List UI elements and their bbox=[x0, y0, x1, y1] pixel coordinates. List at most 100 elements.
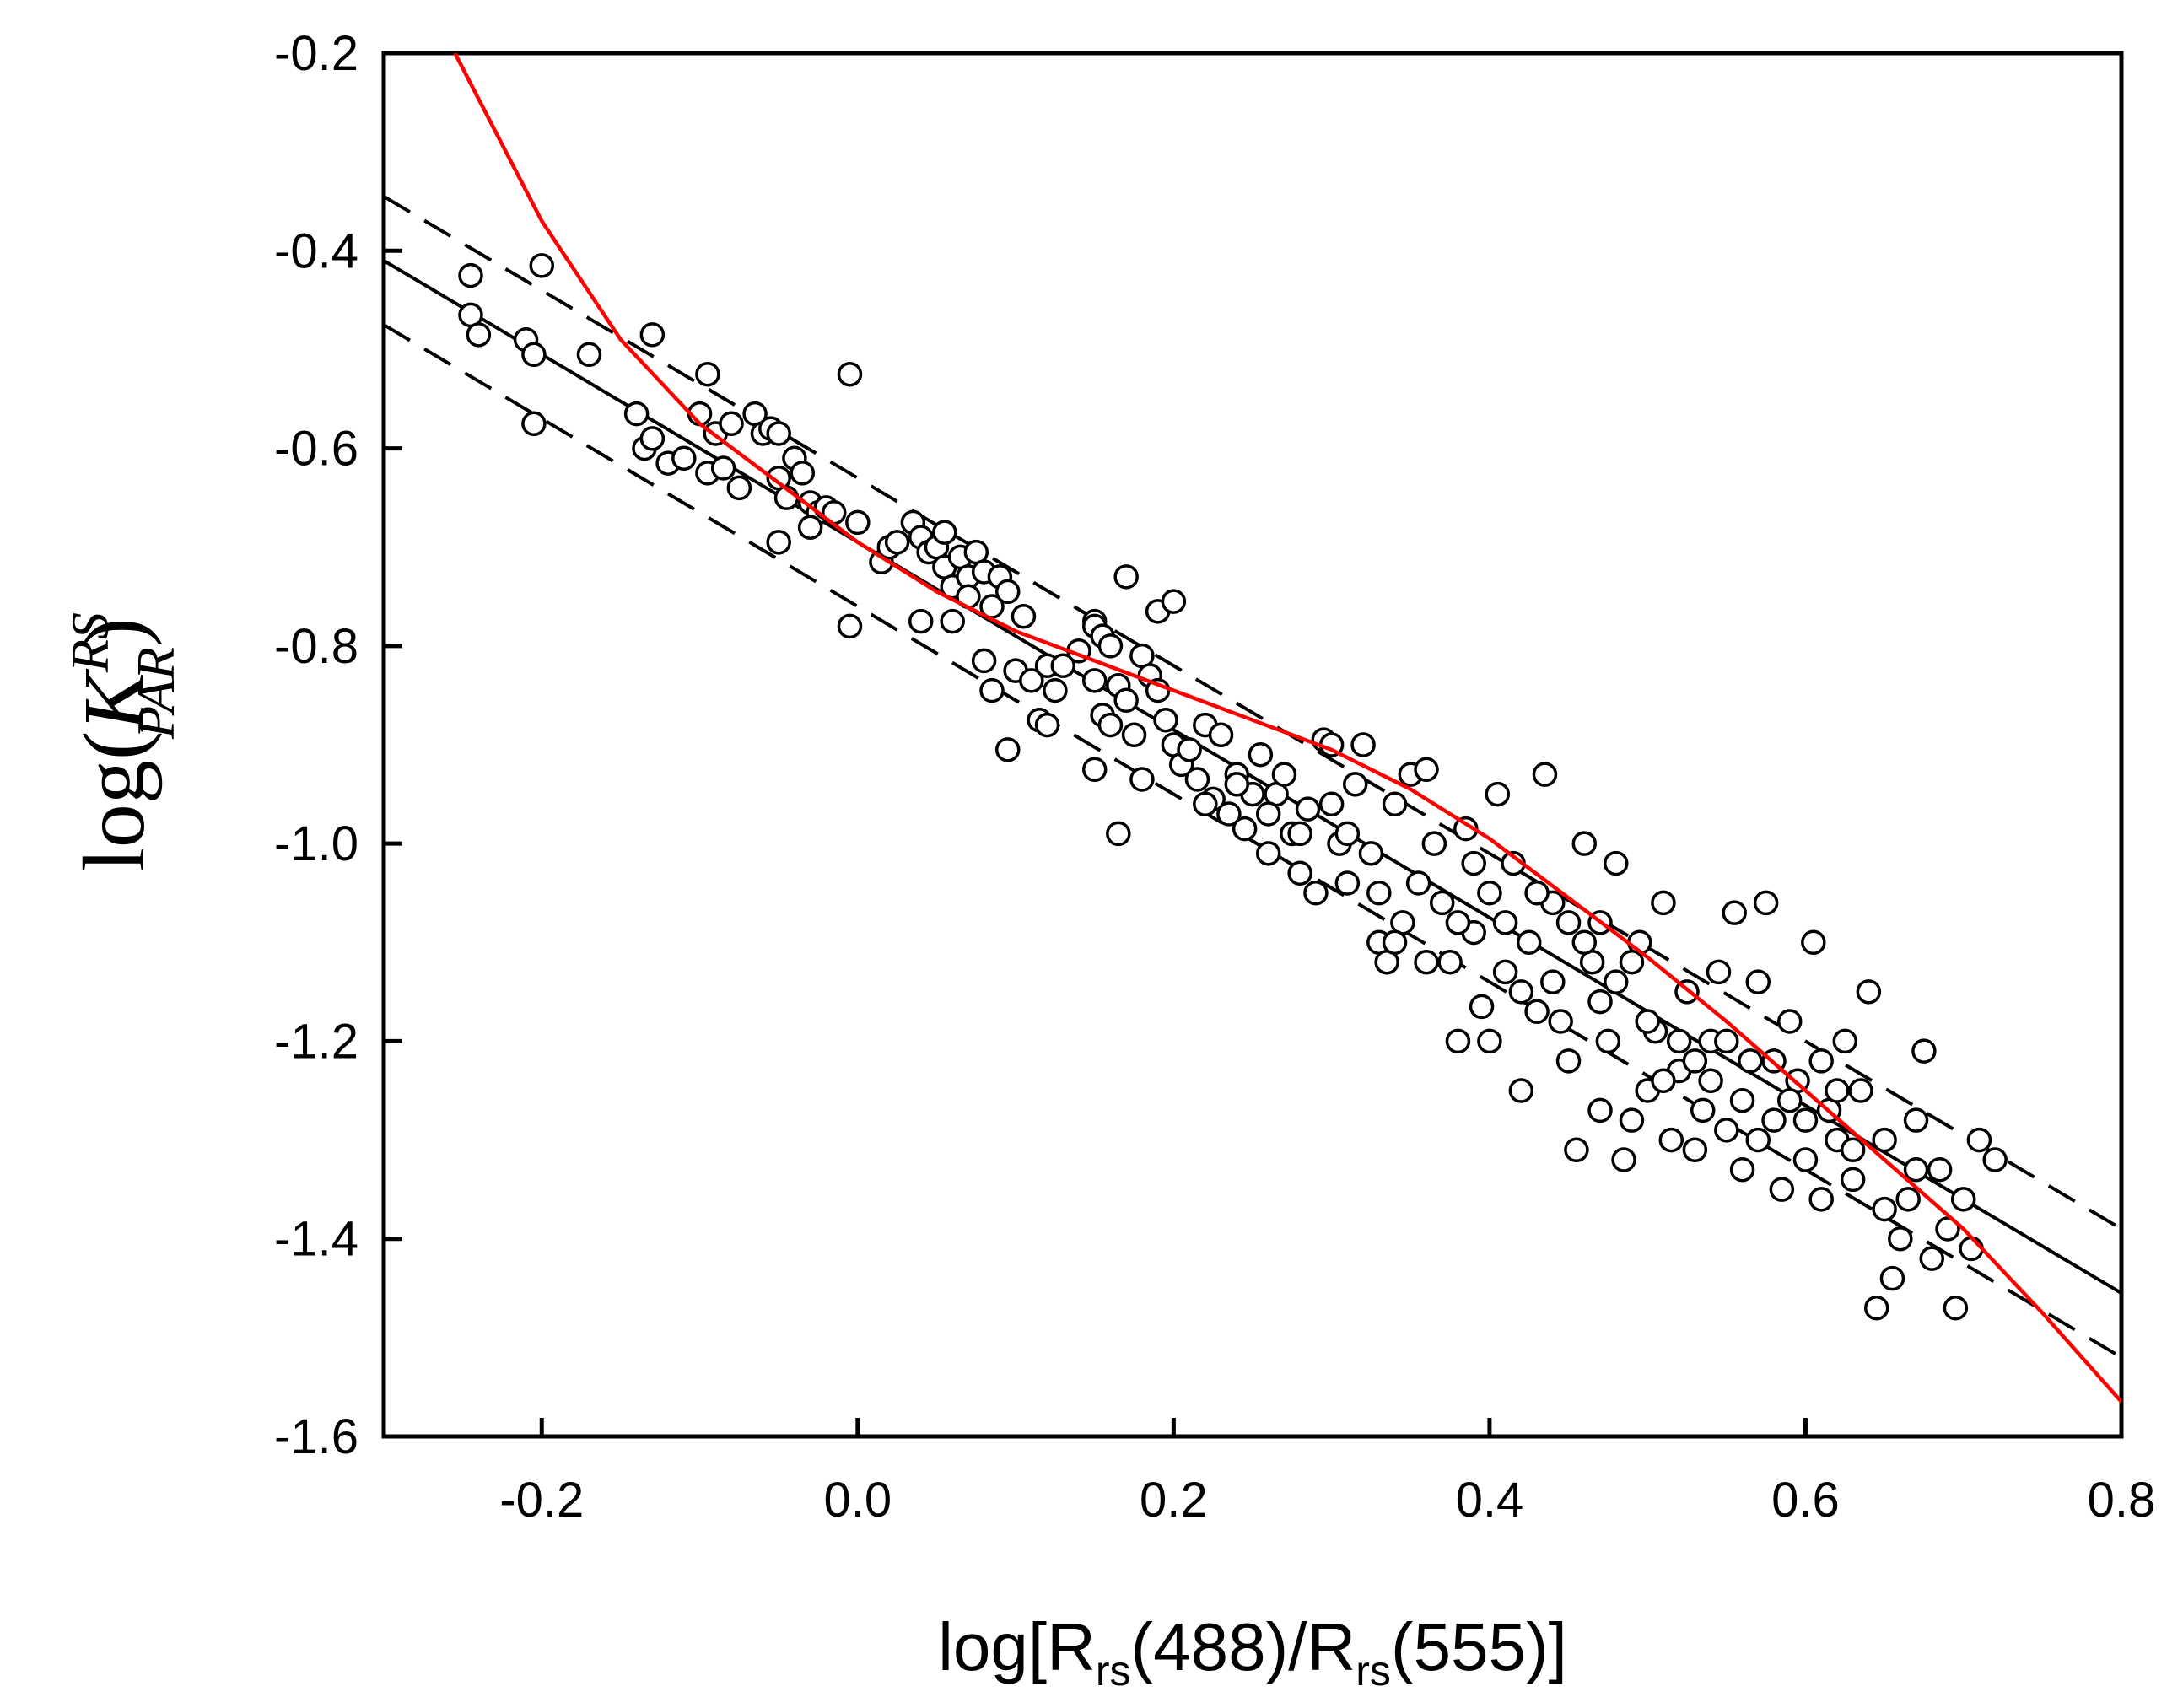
data-point bbox=[1879, 1265, 1905, 1291]
data-point bbox=[1358, 841, 1384, 866]
data-point bbox=[1761, 1107, 1787, 1133]
data-point bbox=[1666, 1028, 1692, 1054]
data-point bbox=[1129, 767, 1155, 792]
data-point bbox=[1919, 1246, 1945, 1271]
data-point bbox=[1177, 737, 1202, 762]
data-point bbox=[1334, 821, 1361, 847]
data-point bbox=[1414, 757, 1439, 783]
data-point bbox=[1927, 1156, 1953, 1183]
data-point bbox=[1738, 1048, 1763, 1074]
y-title-prefix: log( bbox=[66, 730, 163, 872]
data-point bbox=[971, 648, 997, 674]
y-title-suffix: ) bbox=[66, 617, 163, 647]
data-point bbox=[1698, 1068, 1723, 1094]
x-title-suffix: (555)] bbox=[1391, 1609, 1567, 1684]
data-point bbox=[1382, 791, 1408, 817]
y-title-sup: RS bbox=[60, 612, 120, 673]
data-point bbox=[1611, 1147, 1636, 1172]
data-point bbox=[797, 515, 823, 541]
data-point bbox=[1540, 969, 1566, 994]
data-point bbox=[1848, 1078, 1873, 1103]
data-point bbox=[1776, 1087, 1803, 1113]
data-point bbox=[1619, 1107, 1645, 1133]
data-point bbox=[1792, 1107, 1819, 1133]
data-point bbox=[1619, 949, 1645, 975]
data-point bbox=[1477, 1028, 1502, 1054]
data-point bbox=[1548, 1009, 1573, 1034]
data-point bbox=[1564, 1137, 1589, 1163]
data-point bbox=[1414, 949, 1439, 975]
data-point bbox=[1184, 767, 1210, 792]
data-point bbox=[1872, 1196, 1897, 1222]
polynomial-model-line bbox=[453, 53, 2121, 1404]
svg-text:log(KRSPAR): log(KRSPAR) bbox=[60, 612, 186, 872]
data-point bbox=[1555, 910, 1582, 935]
data-point bbox=[1232, 816, 1258, 842]
y-tick-label: -1.2 bbox=[274, 1014, 358, 1069]
data-point bbox=[1935, 1216, 1960, 1242]
data-point bbox=[837, 361, 863, 387]
x-tick-label: 0.8 bbox=[2088, 1473, 2156, 1528]
data-point bbox=[1532, 762, 1558, 787]
data-point bbox=[1153, 707, 1178, 733]
data-point bbox=[710, 455, 736, 481]
axis-ticks: -0.2 0.0 0.2 0.4 0.6 0.8 -0.2 -0.4 -0.6 -0.8 -1.0 -… bbox=[274, 26, 2155, 1528]
y-tick-label: -0.4 bbox=[274, 224, 358, 278]
data-point bbox=[1982, 1147, 2008, 1172]
data-point bbox=[1801, 929, 1826, 956]
data-point bbox=[1959, 1236, 1984, 1262]
data-point bbox=[458, 262, 483, 288]
data-point bbox=[1856, 979, 1882, 1005]
data-point bbox=[1405, 870, 1431, 896]
data-point bbox=[1043, 677, 1068, 703]
data-point bbox=[1911, 1038, 1937, 1064]
data-point bbox=[884, 530, 910, 555]
data-point bbox=[1113, 564, 1139, 590]
data-point bbox=[1193, 791, 1218, 817]
data-point bbox=[1097, 712, 1124, 738]
data-point bbox=[1714, 1028, 1739, 1054]
data-point bbox=[1682, 1137, 1708, 1163]
y-title-sub: PAR bbox=[126, 647, 186, 740]
data-point bbox=[719, 411, 744, 437]
data-point bbox=[1429, 890, 1455, 916]
x-title-mid: (488)/R bbox=[1131, 1609, 1356, 1684]
data-point bbox=[1595, 1028, 1621, 1054]
x-title-sub2: rs bbox=[1356, 1647, 1391, 1695]
data-point bbox=[1366, 880, 1392, 906]
data-point bbox=[1587, 989, 1613, 1015]
data-point bbox=[1603, 850, 1629, 876]
data-point bbox=[1792, 1147, 1819, 1172]
data-point bbox=[1248, 741, 1274, 768]
upper-bound-line bbox=[384, 195, 2121, 1231]
data-point bbox=[1651, 890, 1676, 916]
data-point bbox=[979, 677, 1005, 703]
data-point bbox=[1303, 880, 1329, 906]
data-point bbox=[1011, 603, 1037, 629]
data-point bbox=[1682, 1048, 1708, 1074]
data-point bbox=[1097, 633, 1124, 659]
data-point bbox=[1113, 687, 1139, 714]
data-point bbox=[521, 342, 547, 368]
data-point bbox=[1587, 1097, 1613, 1123]
data-point bbox=[1966, 1127, 1992, 1153]
y-tick-label: -0.2 bbox=[274, 26, 358, 81]
y-tick-label: -1.4 bbox=[274, 1212, 358, 1267]
data-point bbox=[1555, 1048, 1582, 1074]
plot-frame bbox=[381, 51, 2124, 1439]
data-point bbox=[1753, 890, 1779, 916]
data-point bbox=[639, 322, 666, 348]
data-point bbox=[639, 426, 666, 451]
x-tick-label: 0.6 bbox=[1771, 1473, 1840, 1528]
data-point bbox=[940, 608, 965, 634]
y-tick-label: -1.6 bbox=[274, 1409, 358, 1464]
data-point bbox=[1825, 1078, 1850, 1103]
data-point bbox=[1745, 1127, 1771, 1153]
data-point bbox=[1287, 821, 1312, 847]
data-point bbox=[1287, 860, 1312, 886]
data-point bbox=[1571, 831, 1598, 856]
data-point bbox=[1492, 959, 1518, 985]
data-point bbox=[1635, 1009, 1660, 1034]
scatter-points bbox=[458, 253, 2008, 1321]
data-point bbox=[1950, 1187, 1976, 1212]
